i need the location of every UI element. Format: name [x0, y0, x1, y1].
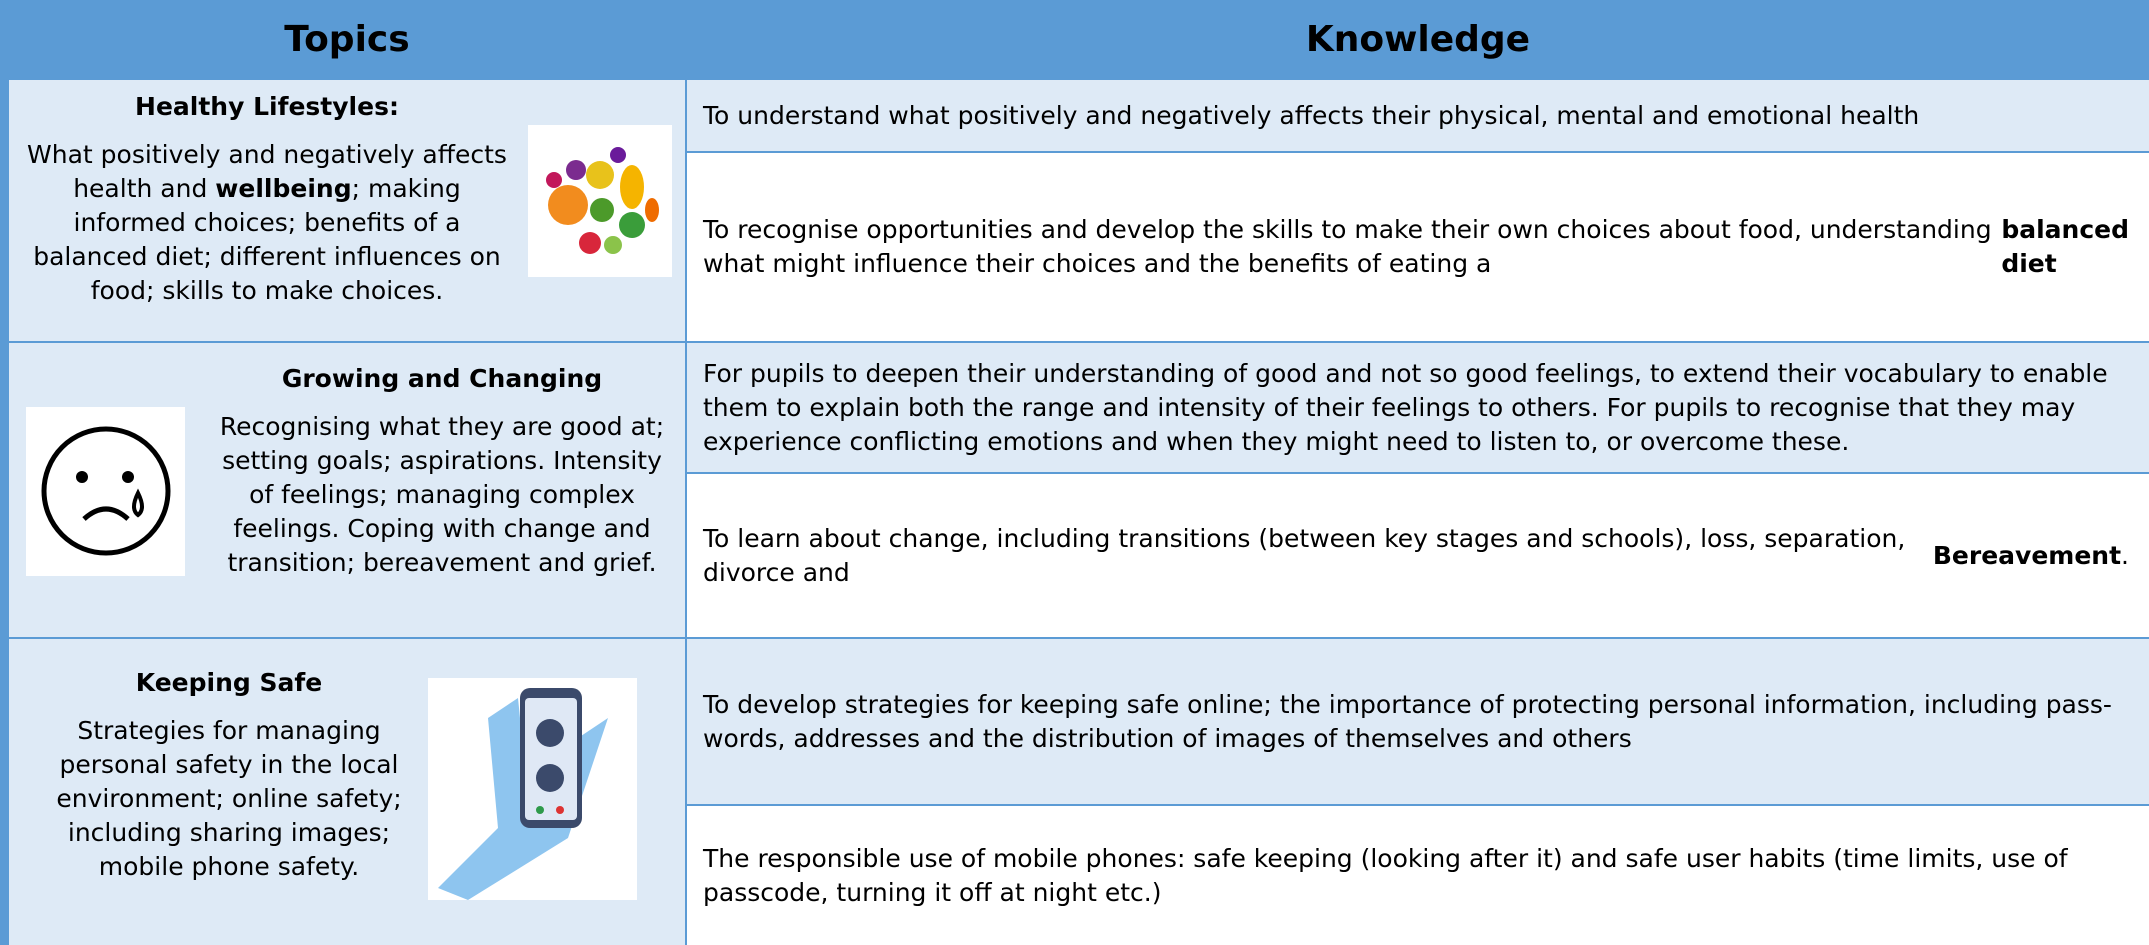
knowledge-cell: The responsible use of mobile phones: sa… — [687, 806, 2149, 945]
text-run: ; making informed choices; benefits of a… — [33, 174, 501, 305]
knowledge-header: Knowledge — [1305, 18, 1531, 60]
topic-description: What positively and negatively affects h… — [27, 138, 507, 308]
text-run: To understand what positively and negati… — [703, 100, 1920, 130]
text-run: The responsible use of mobile phones: sa… — [703, 843, 2068, 907]
topic-title: Healthy Lifestyles: — [135, 92, 399, 121]
food-icon — [528, 125, 672, 277]
knowledge-cell: To develop strategies for keeping safe o… — [687, 639, 2149, 804]
text-run: balanced diet — [2001, 215, 2129, 278]
text-run: To recognise opportunities and develop t… — [703, 215, 1992, 278]
text-run: To learn about change, including transit… — [703, 523, 1906, 587]
text-run: What positively and negatively affects h… — [27, 140, 507, 203]
topic-text: Keeping Safe Strategies for managing pers… — [40, 666, 418, 884]
text-run: . — [2121, 540, 2129, 570]
topics-header: Topics — [284, 18, 410, 60]
phone-icon — [428, 678, 637, 900]
topic-text: Growing and Changing Recognising what the… — [212, 362, 672, 580]
text-run: wellbeing — [215, 174, 352, 203]
topic-description: Strategies for managing personal safety … — [40, 714, 418, 884]
knowledge-cell: For pupils to deepen their understanding… — [687, 343, 2149, 472]
knowledge-cell: To understand what positively and negati… — [687, 80, 2149, 151]
knowledge-cell: To learn about change, including transit… — [687, 474, 2149, 637]
text-run: To develop strategies for keeping safe o… — [703, 689, 2112, 753]
text-run: Recognising what they are good at; setti… — [219, 412, 665, 577]
text-run: Strategies for managing personal safety … — [56, 716, 402, 881]
text-run: For pupils to deepen their understanding… — [703, 358, 2108, 456]
sad-face-icon — [26, 407, 185, 576]
text-run: Bereavement — [1932, 540, 2122, 570]
topic-title: Growing and Changing — [281, 364, 603, 393]
topic-description: Recognising what they are good at; setti… — [212, 410, 672, 580]
topic-title: Keeping Safe — [135, 668, 323, 697]
topic-text: Healthy Lifestyles: What positively and n… — [27, 90, 507, 308]
knowledge-cell: To recognise opportunities and develop t… — [687, 153, 2149, 341]
